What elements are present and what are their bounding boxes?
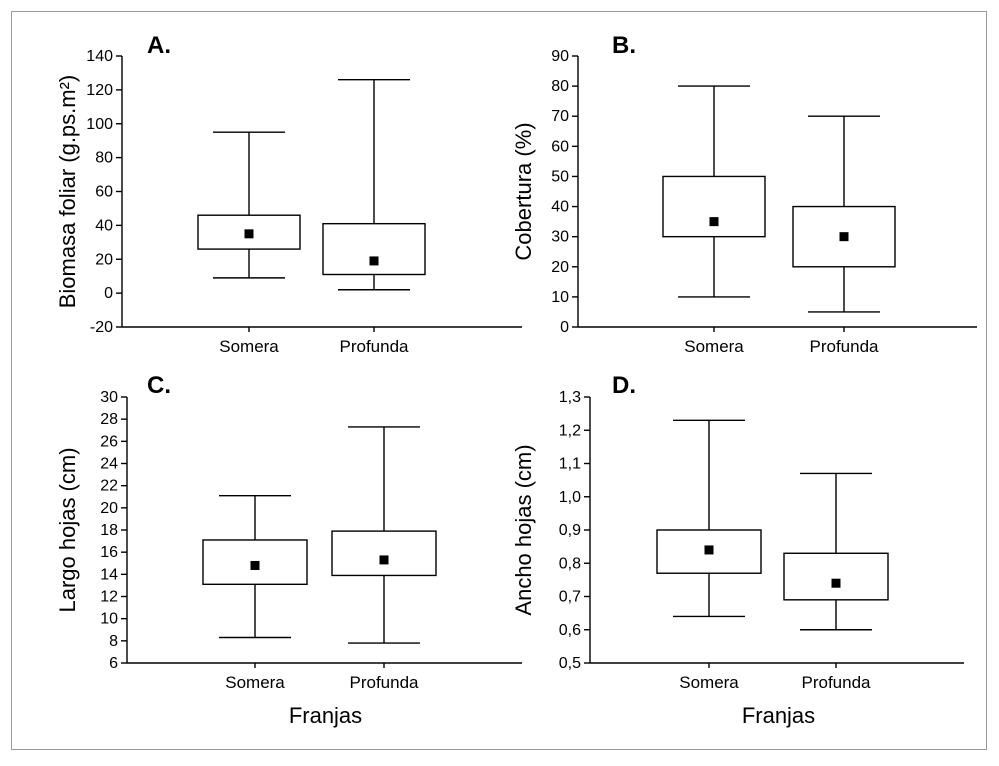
y-tick-label: 14 [100, 566, 118, 583]
y-tick-label: 10 [100, 611, 118, 628]
median-marker [250, 560, 260, 570]
x-tick-label: Somera [679, 673, 739, 692]
y-tick-label: 120 [86, 82, 113, 99]
y-tick-label: 80 [551, 78, 569, 95]
panel-b: 0 10 20 30 40 50 60 70 80 90 Somera Profunda B. Cober… [511, 32, 977, 356]
box-iqr [197, 214, 301, 250]
box-profunda [783, 472, 889, 631]
median-marker [704, 545, 714, 555]
y-axis-title: Ancho hojas (cm) [511, 444, 536, 615]
y-axis-title: Largo hojas (cm) [55, 447, 80, 612]
box-profunda [792, 115, 896, 313]
y-tick-label: 0,5 [559, 655, 581, 672]
y-tick-label: 140 [86, 48, 113, 65]
y-tick-label: 0,6 [559, 622, 581, 639]
panel-label: B. [612, 32, 636, 59]
y-tick-label: 0,7 [559, 589, 581, 606]
box-somera [197, 131, 301, 279]
y-tick-label: 26 [100, 433, 118, 450]
box-profunda [322, 79, 426, 291]
x-tick-label: Profunda [810, 337, 880, 356]
box-iqr [792, 205, 896, 268]
y-tick-label: 90 [551, 48, 569, 65]
box-iqr [656, 529, 762, 574]
box-iqr [783, 552, 889, 601]
box-iqr [662, 175, 766, 238]
box-somera [656, 419, 762, 618]
y-tick-label: 80 [95, 150, 113, 167]
y-tick-label: 30 [551, 229, 569, 246]
x-axis-title: Franjas [289, 703, 362, 728]
panel-label: C. [147, 372, 171, 399]
median-marker [369, 256, 379, 266]
x-tick-label: Somera [219, 337, 279, 356]
panel-d: 0,5 0,6 0,7 0,8 0,9 1,0 1,1 1,2 1,3 Somera Profund… [511, 372, 964, 728]
y-tick-label: 0,9 [559, 522, 581, 539]
x-tick-label: Profunda [802, 673, 872, 692]
y-tick-label: 22 [100, 478, 118, 495]
y-tick-label: 1,3 [559, 389, 581, 406]
y-tick-label: 20 [95, 251, 113, 268]
y-tick-label: 50 [551, 168, 569, 185]
box-somera [202, 494, 308, 639]
median-marker [244, 229, 254, 239]
y-tick-label: 1,1 [559, 456, 581, 473]
x-tick-label: Somera [684, 337, 744, 356]
y-tick-label: 0,8 [559, 555, 581, 572]
y-tick-label: 30 [100, 389, 118, 406]
panel-a: -20 0 20 40 60 80 100 120 140 Somera Profunda A. Bio… [55, 32, 522, 356]
y-tick-label: 40 [551, 199, 569, 216]
box-somera [662, 85, 766, 298]
y-tick-label: 60 [551, 138, 569, 155]
box-iqr [331, 530, 437, 577]
y-tick-label: 8 [109, 633, 118, 650]
panel-c: 6 8 10 12 14 16 18 20 22 24 26 28 30 Somera Profunda C.… [55, 372, 522, 728]
box-iqr [202, 539, 308, 586]
box-profunda [331, 426, 437, 644]
y-tick-label: 20 [551, 259, 569, 276]
panel-label: D. [612, 372, 636, 399]
figure-frame [11, 11, 987, 750]
median-marker [379, 555, 389, 565]
y-tick-label: 0 [560, 319, 569, 336]
y-tick-label: 20 [100, 500, 118, 517]
median-marker [839, 232, 849, 242]
x-tick-label: Somera [225, 673, 285, 692]
x-tick-label: Profunda [340, 337, 410, 356]
y-tick-label: 70 [551, 108, 569, 125]
y-tick-label: 1,2 [559, 422, 581, 439]
y-tick-label: 1,0 [559, 489, 581, 506]
y-axis-title: Biomasa foliar (g.ps.m²) [55, 75, 80, 309]
y-tick-label: 16 [100, 544, 118, 561]
y-tick-label: 0 [104, 285, 113, 302]
y-tick-label: 24 [100, 456, 118, 473]
y-tick-label: 6 [109, 655, 118, 672]
median-marker [831, 578, 841, 588]
y-axis-title: Cobertura (%) [511, 122, 536, 260]
y-tick-label: 100 [86, 116, 113, 133]
x-axis-title: Franjas [742, 703, 815, 728]
y-tick-label: 12 [100, 589, 118, 606]
y-tick-label: -20 [90, 319, 113, 336]
y-tick-label: 28 [100, 411, 118, 428]
panel-label: A. [147, 32, 171, 59]
median-marker [709, 217, 719, 227]
y-tick-label: 18 [100, 522, 118, 539]
x-tick-label: Profunda [350, 673, 420, 692]
box-iqr [322, 222, 426, 276]
y-tick-label: 60 [95, 184, 113, 201]
y-tick-label: 40 [95, 217, 113, 234]
y-tick-label: 10 [551, 289, 569, 306]
